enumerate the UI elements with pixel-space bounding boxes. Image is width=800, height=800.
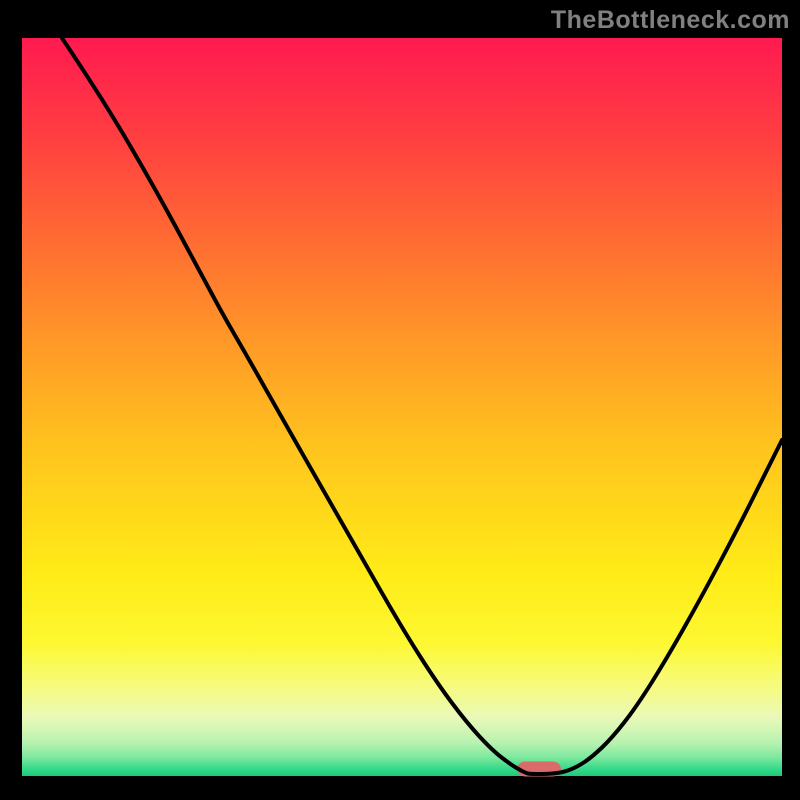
plot-background bbox=[22, 38, 782, 776]
bottleneck-chart bbox=[0, 0, 800, 800]
watermark-text: TheBottleneck.com bbox=[551, 6, 790, 35]
chart-frame: TheBottleneck.com bbox=[0, 0, 800, 800]
